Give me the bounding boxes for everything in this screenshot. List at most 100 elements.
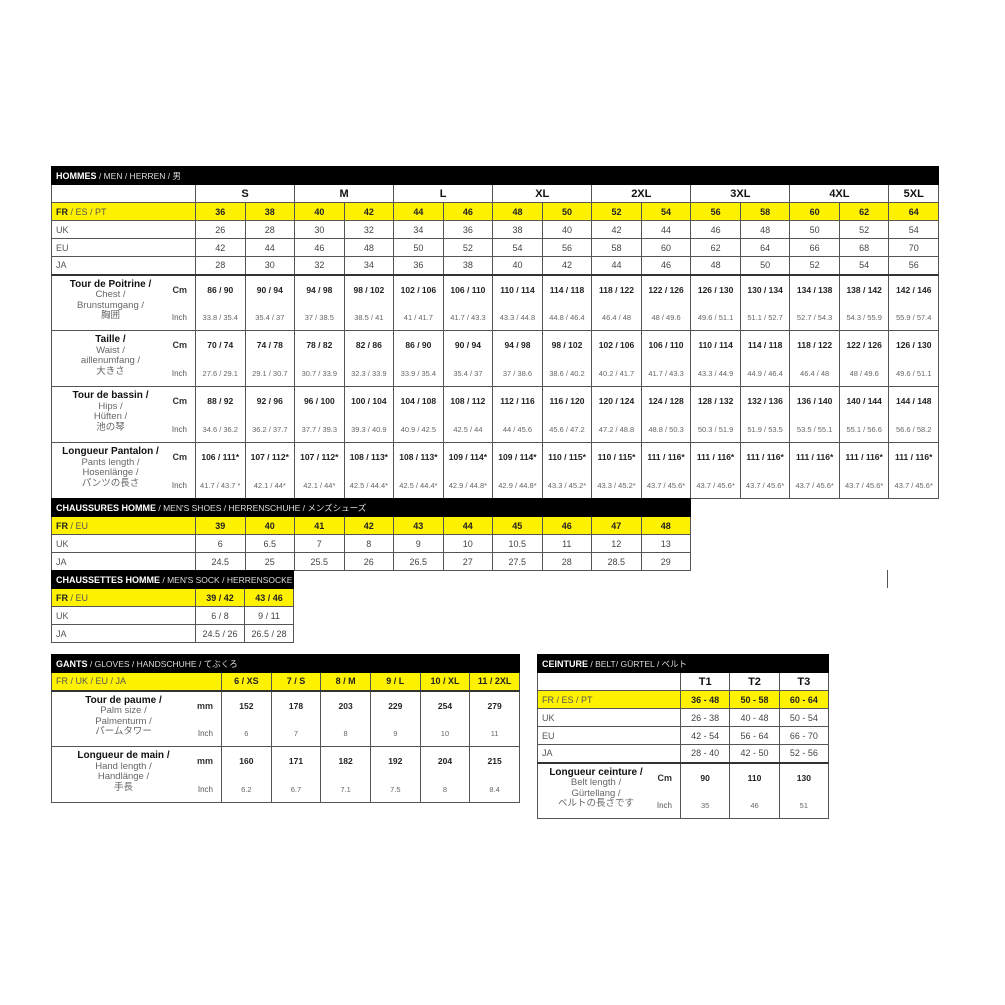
unit-label: mm (196, 700, 213, 711)
size-cell: 58 (739, 202, 791, 221)
measure-translation: パンツの長さ (81, 477, 140, 489)
inch-value: 36.2 / 37.7 (252, 425, 288, 434)
value-cell: 62 (690, 238, 741, 257)
value-cell: 26.5 / 28 (244, 624, 294, 643)
value-cell: 11 (541, 534, 592, 553)
inch-value: 41.7 / 43.3 (648, 369, 684, 378)
inch-value: 43.3 / 45.2* (547, 481, 587, 490)
metric-value: 124 / 128 (648, 396, 684, 406)
measure-cell: 192 7.5 (369, 746, 421, 803)
measure-cell: 110 / 114 43.3 / 44.8 (492, 273, 543, 331)
measure-cell: 94 / 98 37 / 38.6 (492, 330, 543, 387)
metric-value: 108 / 113* (399, 452, 438, 462)
title-bold: HOMMES (56, 170, 97, 181)
value-cell: 64 (739, 238, 791, 257)
measure-cell: 74 / 78 29.1 / 30.7 (244, 330, 296, 387)
size-cell: 52 (591, 202, 642, 221)
divider-line (887, 570, 888, 588)
measure-cell: 110 / 114 43.3 / 44.9 (690, 330, 741, 387)
value-cell: 25 (244, 552, 295, 571)
metric-value: 130 / 134 (747, 284, 783, 295)
inch-value: 43.7 / 45.6* (646, 481, 686, 490)
measure-cell: 215 8.4 (469, 746, 520, 803)
metric-value: 182 (338, 756, 353, 766)
value-cell: 8 (343, 534, 394, 553)
value-cell: 13 (640, 534, 691, 553)
measure-cell: 114 / 118 44.9 / 46.4 (739, 330, 791, 387)
value-cell: 42 - 54 (679, 726, 731, 745)
inch-value: 32.3 / 33.9 (351, 369, 387, 378)
metric-value: 144 / 148 (895, 396, 932, 406)
size-cell: 43 / 46 (244, 588, 294, 607)
value-cell: 52 (442, 238, 494, 257)
measure-cell: 96 / 100 37.7 / 39.3 (294, 386, 345, 443)
measure-cell: 90 35 (679, 761, 731, 819)
value-cell: 40 - 48 (729, 708, 780, 727)
measure-label: Tour de bassin / Hips / Hüften / 池の琴 Cm Inch (51, 386, 196, 443)
value-cell: 42 (541, 256, 593, 275)
metric-value: 111 / 116* (845, 452, 883, 462)
metric-value: 132 / 136 (747, 396, 783, 406)
measure-translation: 手長 (113, 781, 133, 793)
measure-cell: 106 / 110 41.7 / 43.3 (442, 273, 494, 331)
metric-value: 122 / 126 (846, 340, 882, 350)
measure-label: Taille / Waist / aillenumfang / 大きさ Cm Inch (51, 330, 196, 387)
metric-value: 112 / 116 (500, 396, 535, 406)
value-cell: 56 - 64 (729, 726, 780, 745)
metric-value: 70 / 74 (207, 340, 234, 350)
unit-label: Inch (171, 425, 187, 434)
inch-value: 35.4 / 37 (255, 313, 285, 322)
measure-cell: 130 / 134 51.1 / 52.7 (739, 273, 791, 331)
measure-cell: 144 / 148 56.6 / 58.2 (888, 386, 939, 443)
row-label: FR / EU (51, 588, 196, 607)
measure-cell: 102 / 106 41 / 41.7 (393, 273, 444, 331)
size-label: L (393, 184, 494, 203)
metric-value: 160 (239, 756, 254, 766)
empty-cell (537, 672, 681, 691)
size-label: T1 (679, 672, 731, 691)
highlight-row: FR / EU 39 / 42 43 / 46 (51, 588, 391, 607)
title-bold: CHAUSSURES HOMME (56, 502, 157, 513)
value-cell: 48 (343, 238, 395, 257)
inch-value: 47.2 / 48.8 (598, 425, 635, 434)
measure-translation: ベルトの長さです (557, 798, 634, 809)
inch-value: 10 (440, 729, 450, 738)
measure-cell: 204 8 (419, 746, 471, 803)
metric-value: 94 / 98 (306, 284, 333, 295)
value-cell: 46 (640, 256, 692, 275)
size-row: T1 T2 T3 (537, 672, 830, 691)
metric-value: 110 / 114 (500, 284, 535, 295)
highlight-row: FR / ES / PT 36 - 48 50 - 58 60 - 64 (537, 690, 830, 709)
measure-cell: 203 8 (320, 689, 371, 747)
value-cell: 50 - 54 (778, 708, 830, 727)
size-label: 4XL (789, 184, 890, 203)
size-cell: 50 - 58 (729, 690, 780, 709)
size-cell: 11 / 2XL (469, 672, 520, 691)
measure-translation: 大きさ (96, 365, 125, 377)
size-cell: 38 (244, 202, 296, 221)
inch-value: 42.1 / 44* (303, 481, 336, 490)
metric-value: 108 / 112 (450, 396, 486, 406)
value-cell: 36 (442, 220, 494, 239)
inch-value: 43.7 / 45.6* (696, 481, 735, 490)
measure-translation: Handlänge / (97, 771, 150, 782)
metric-value: 122 / 126 (648, 284, 684, 295)
table-row: JA 28 - 40 42 - 50 52 - 56 (537, 744, 830, 763)
measure-translation: Gürtellang / (571, 787, 621, 799)
inch-value: 56.6 / 58.2 (895, 425, 932, 434)
measure-cell: 126 / 130 49.6 / 51.1 (888, 330, 939, 387)
inch-value: 35 (700, 801, 710, 810)
value-cell: 7 (294, 534, 345, 553)
title-rest: / MEN / HERREN / 男 (96, 170, 182, 181)
inch-value: 43.3 / 44.8 (499, 313, 536, 322)
size-row: S M L XL 2XL 3XL 4XL 5XL (51, 184, 939, 203)
value-cell: 28 (244, 220, 296, 239)
value-cell: 30 (244, 256, 296, 275)
inch-value: 9 (393, 729, 398, 738)
section-header: HOMMES / MEN / HERREN / 男 (51, 166, 939, 185)
inch-value: 51.1 / 52.7 (747, 313, 783, 322)
inch-value: 43.7 / 45.6* (894, 481, 933, 490)
metric-value: 203 (338, 700, 353, 711)
measure-translation: Pants length / (81, 456, 140, 468)
